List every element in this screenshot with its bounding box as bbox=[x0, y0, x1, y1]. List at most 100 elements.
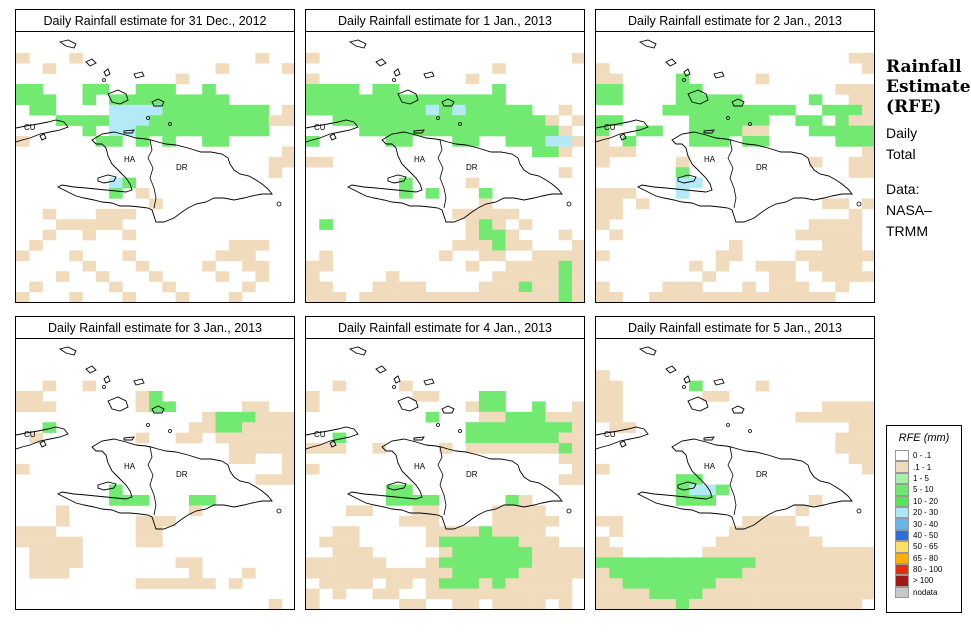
rain-cell bbox=[465, 599, 480, 609]
rain-cell bbox=[319, 219, 333, 230]
rain-cell bbox=[742, 292, 756, 302]
side-info: Rainfall Estimate (RFE) Daily Total Data… bbox=[886, 57, 971, 242]
rain-cell bbox=[149, 536, 163, 548]
rain-cell bbox=[558, 557, 573, 569]
rain-cell bbox=[425, 515, 440, 527]
rain-cell bbox=[42, 94, 57, 106]
rain-cell bbox=[822, 125, 836, 137]
rain-cell bbox=[782, 588, 796, 600]
rain-cell bbox=[55, 536, 70, 548]
rain-cell bbox=[795, 547, 810, 558]
rain-cell bbox=[518, 104, 533, 116]
rain-cell bbox=[715, 125, 730, 137]
rain-cell bbox=[465, 401, 480, 413]
rain-cell bbox=[835, 229, 849, 241]
country-label: HA bbox=[704, 155, 716, 164]
rain-cell bbox=[572, 52, 584, 64]
rain-cell bbox=[412, 115, 426, 126]
rain-cell bbox=[505, 599, 520, 609]
rain-cell bbox=[465, 526, 480, 537]
rain-cell bbox=[359, 567, 373, 579]
rain-cell bbox=[332, 380, 347, 392]
rain-cell bbox=[425, 115, 440, 126]
rain-cell bbox=[822, 250, 836, 262]
rain-cell bbox=[702, 547, 716, 558]
rain-cell bbox=[135, 495, 150, 506]
rain-cell bbox=[412, 391, 426, 402]
coastline bbox=[393, 375, 401, 384]
rain-cell bbox=[545, 432, 559, 444]
rain-cell bbox=[755, 567, 770, 579]
rain-cell bbox=[702, 104, 716, 116]
rain-cell bbox=[385, 281, 400, 293]
rain-cell bbox=[505, 115, 520, 126]
rain-cell bbox=[452, 115, 466, 126]
rain-cell bbox=[572, 292, 584, 302]
rain-cell bbox=[215, 94, 230, 106]
coastline bbox=[375, 58, 387, 67]
rain-cell bbox=[332, 94, 347, 106]
rain-cell bbox=[609, 198, 623, 210]
rain-cell bbox=[188, 495, 203, 506]
islet bbox=[856, 201, 862, 207]
rain-cell bbox=[675, 156, 690, 168]
rain-cell bbox=[808, 94, 823, 106]
rain-cell bbox=[162, 281, 176, 293]
rain-cell bbox=[439, 588, 453, 600]
rain-cell bbox=[282, 104, 294, 116]
coastline bbox=[713, 71, 725, 79]
rain-cell bbox=[835, 125, 849, 137]
rain-cell bbox=[306, 156, 320, 168]
rain-cell bbox=[596, 208, 610, 220]
rain-cell bbox=[662, 104, 677, 116]
rain-cell bbox=[768, 292, 783, 302]
rain-cell bbox=[478, 281, 493, 293]
rain-cell bbox=[372, 94, 387, 106]
rain-cell bbox=[29, 104, 43, 116]
rain-cell bbox=[306, 136, 320, 147]
rain-cell bbox=[742, 104, 756, 116]
rain-cell bbox=[465, 104, 480, 116]
rain-cell bbox=[808, 411, 823, 423]
rain-cell bbox=[242, 240, 256, 251]
rain-cell bbox=[306, 401, 320, 413]
legend-label: 65 - 80 bbox=[913, 553, 938, 563]
rain-cell bbox=[848, 422, 863, 433]
rain-cell bbox=[282, 156, 294, 168]
rain-cell bbox=[835, 281, 849, 293]
rain-cell bbox=[385, 292, 400, 302]
rain-cell bbox=[282, 115, 294, 126]
rain-cell bbox=[729, 240, 743, 251]
rain-cell bbox=[505, 567, 520, 579]
rain-cell bbox=[572, 136, 584, 147]
rain-cell bbox=[622, 422, 637, 433]
islet bbox=[436, 116, 440, 120]
rain-cell bbox=[492, 578, 506, 589]
rain-cell bbox=[439, 125, 453, 137]
legend-label: 50 - 65 bbox=[913, 542, 938, 552]
rain-cell bbox=[439, 567, 453, 579]
rain-cell bbox=[782, 281, 796, 293]
rain-cell bbox=[29, 281, 43, 293]
rain-cell bbox=[465, 136, 480, 147]
rain-cell bbox=[399, 115, 413, 126]
islet bbox=[392, 78, 396, 82]
rain-cell bbox=[478, 250, 493, 262]
rain-cell bbox=[359, 578, 373, 589]
country-label: DR bbox=[176, 163, 188, 172]
rain-cell bbox=[42, 567, 57, 579]
rain-cell bbox=[518, 271, 533, 282]
rain-cell bbox=[255, 271, 269, 282]
rain-cell bbox=[742, 515, 756, 527]
product-title: Rainfall Estimate (RFE) bbox=[886, 57, 971, 117]
rain-cell bbox=[385, 115, 400, 126]
legend-swatch bbox=[895, 484, 909, 496]
rain-cell bbox=[465, 219, 480, 230]
period-text: Daily Total bbox=[886, 123, 970, 165]
rain-cell bbox=[215, 136, 230, 147]
rain-cell bbox=[135, 536, 150, 548]
rain-cell bbox=[42, 401, 57, 413]
rain-cell bbox=[492, 526, 506, 537]
rain-cell bbox=[175, 578, 190, 589]
